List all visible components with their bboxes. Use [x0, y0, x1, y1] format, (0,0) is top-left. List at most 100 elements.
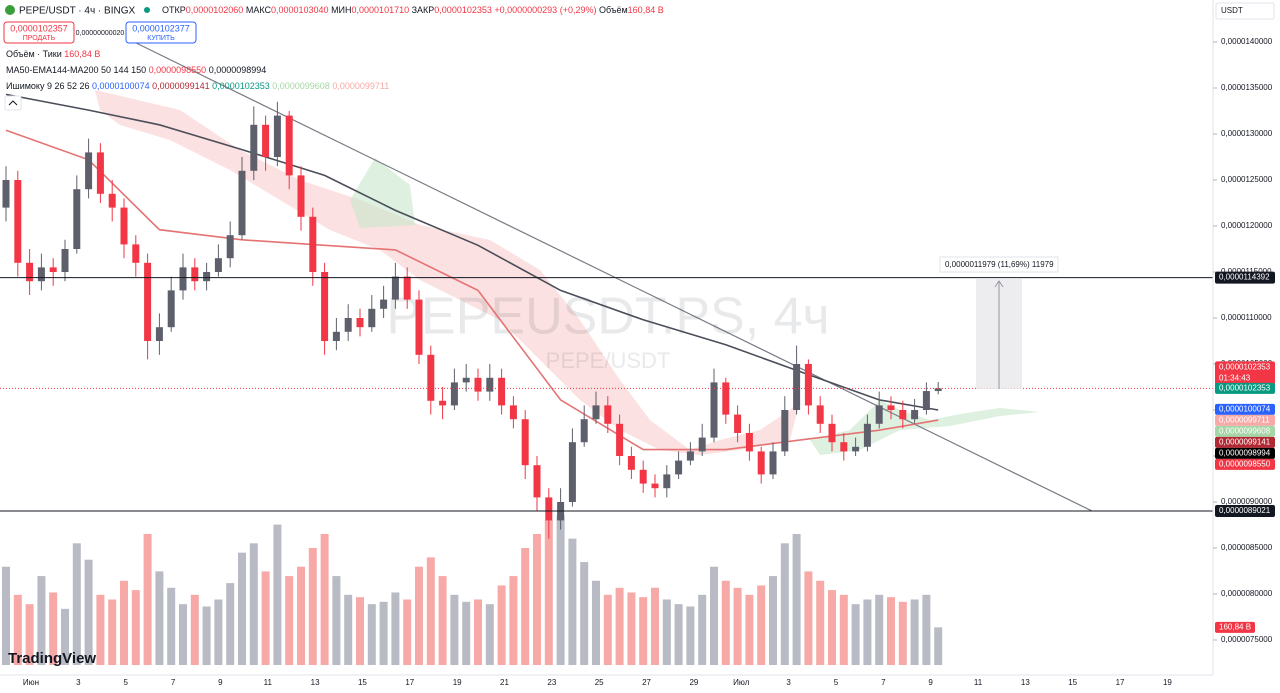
indicator-name: Объём · Тики: [6, 49, 62, 59]
price-tag-label: 0,0000099608: [1219, 426, 1271, 435]
indicator-volume[interactable]: Объём · Тики 160,84 B: [6, 49, 100, 59]
price-tag-label: 0,0000098994: [1219, 448, 1271, 457]
level-tag-label: 0,0000089021: [1219, 506, 1271, 515]
candle-body: [167, 290, 175, 328]
candle-body: [262, 124, 270, 157]
volume-bar: [308, 548, 317, 665]
y-tick-label: 0,0000075000: [1221, 635, 1273, 644]
price-tag-label: 0,0000099711: [1219, 415, 1270, 424]
volume-bar: [556, 515, 565, 665]
candle-body: [840, 442, 848, 452]
candle-body: [191, 267, 199, 282]
price-tag-label: 0,0000102353: [1219, 383, 1271, 392]
volume-bar: [379, 601, 388, 665]
candle-body: [321, 271, 329, 342]
candle-body: [214, 258, 222, 272]
symbol[interactable]: PEPE/USDT · 4ч · BINGX: [19, 6, 135, 17]
candle-body: [368, 308, 376, 328]
currency[interactable]: USDT: [1221, 6, 1243, 15]
candle-body: [604, 405, 612, 424]
buy-button[interactable]: [125, 21, 197, 44]
volume-bar: [851, 604, 860, 665]
candle-body: [887, 405, 895, 411]
candle-body: [745, 433, 753, 452]
candle-body: [498, 377, 506, 406]
price-tag-label: 0,0000098550: [1219, 459, 1271, 468]
candle-body: [26, 262, 34, 282]
volume-bar: [332, 576, 341, 665]
candle-body: [450, 382, 458, 406]
close-label: ЗАКР: [412, 5, 435, 15]
x-tick-label: 3: [76, 678, 81, 687]
price-axis: [1213, 0, 1280, 693]
collapse-button[interactable]: [4, 95, 22, 111]
candle-body: [380, 299, 388, 309]
x-tick-label: Июл: [733, 678, 750, 687]
buy-price[interactable]: 0,0000102377: [132, 23, 190, 33]
buy-label[interactable]: КУПИТЬ: [147, 35, 175, 42]
candle-body: [474, 377, 482, 392]
candle-body: [391, 276, 399, 300]
volume-bar: [485, 604, 494, 665]
volume-bar: [179, 604, 187, 665]
volume-bar: [615, 587, 624, 665]
volume-bar: [521, 548, 530, 665]
candle-body: [179, 267, 187, 291]
y-tick-label: 0,0000085000: [1221, 543, 1273, 552]
y-tick-label: 0,0000080000: [1221, 589, 1273, 598]
candle-body: [627, 456, 635, 470]
open-label: ОТКР: [162, 5, 186, 15]
price-tag: [1215, 436, 1275, 448]
volume-tag-label: 160,84 B: [1219, 622, 1251, 631]
sell-button[interactable]: [3, 21, 75, 44]
candle-body: [580, 419, 588, 443]
volume-bar: [698, 594, 707, 665]
y-tick-label: 0,0000140000: [1221, 37, 1273, 46]
volume-bar: [49, 592, 58, 665]
candle-body: [816, 405, 824, 424]
logo[interactable]: TradingView: [8, 650, 96, 667]
watermark-symbol: PEPEUSDT.PS, 4ч: [386, 288, 829, 346]
candle-body: [639, 469, 647, 484]
currency-select[interactable]: [1215, 2, 1275, 20]
sell-price[interactable]: 0,0000102357: [10, 23, 68, 33]
collapse-icon[interactable]: [8, 100, 18, 106]
low-label: МИН: [331, 5, 351, 15]
candle-body: [852, 446, 860, 452]
change: +0,0000000293 (+0,29%): [494, 5, 596, 15]
x-tick-label: 5: [834, 678, 839, 687]
indicator-value: 160,84 B: [64, 49, 100, 59]
indicator-value: 0,0000102353: [212, 81, 270, 91]
sell-label[interactable]: ПРОДАТЬ: [23, 35, 56, 42]
candle-body: [757, 451, 765, 475]
candle-body: [61, 248, 69, 272]
volume-bar: [450, 594, 459, 665]
volume-bar: [474, 599, 482, 665]
price-tag: [1215, 425, 1275, 437]
x-tick-label: 15: [358, 678, 367, 687]
x-tick-label: 19: [1163, 678, 1172, 687]
indicator-value: 0,0000099141: [152, 81, 210, 91]
candle-body: [922, 391, 930, 411]
candle-body: [769, 451, 777, 475]
level-tag: [1215, 505, 1275, 518]
candle-body: [698, 437, 706, 452]
price-tag-label: 0,0000099141: [1219, 437, 1271, 446]
indicator-name: Ишимоку 9 26 52 26: [6, 81, 90, 91]
indicator-ichimoku[interactable]: Ишимоку 9 26 52 26 0,0000100074 0,000009…: [6, 81, 389, 91]
indicator-value: 0,0000100074: [92, 81, 150, 91]
volume-bar: [226, 583, 235, 665]
volume-bar: [131, 590, 140, 665]
x-tick-label: 9: [928, 678, 933, 687]
price-tag-label: 0,0000100074: [1219, 404, 1271, 413]
volume-bar: [887, 597, 895, 665]
indicator-ma[interactable]: MA50-EMA144-MA200 50 144 150 0,000009855…: [6, 65, 266, 75]
last-price-tag: [1215, 361, 1275, 386]
x-tick-label: 29: [689, 678, 698, 687]
measure-arrowhead: [994, 280, 1004, 288]
volume-bar: [568, 538, 577, 665]
volume-bar: [120, 580, 128, 665]
volume-bar: [839, 594, 848, 665]
volume-bar: [651, 587, 659, 665]
